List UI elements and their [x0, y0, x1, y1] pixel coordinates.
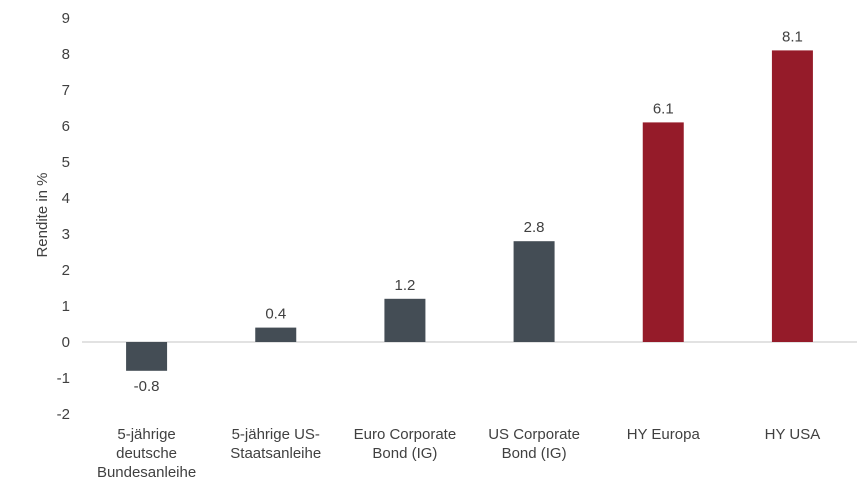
y-tick-label: 8	[62, 46, 70, 63]
data-label: 6.1	[653, 100, 674, 117]
bar	[771, 50, 813, 343]
bar	[255, 327, 297, 342]
category-label-line: Bundesanleihe	[97, 464, 196, 481]
data-label: 0.4	[265, 306, 286, 323]
y-tick-label: 9	[62, 10, 70, 27]
y-axis-label: Rendite in %	[34, 172, 51, 257]
category-label-line: Bond (IG)	[372, 445, 437, 462]
category-label-line: deutsche	[116, 445, 177, 462]
category-label-line: HY USA	[765, 426, 821, 443]
bar	[384, 298, 426, 342]
category-label-line: Bond (IG)	[502, 445, 567, 462]
category-label-line: 5-jährige	[117, 426, 175, 443]
data-label: 8.1	[782, 28, 803, 45]
data-label: 1.2	[394, 277, 415, 294]
bar	[126, 342, 168, 371]
bars	[126, 50, 813, 371]
category-label-line: 5-jährige US-	[232, 426, 320, 443]
category-label: Euro Corporate Bond (IG)	[354, 426, 457, 462]
y-tick-label: 5	[62, 154, 70, 171]
bar	[513, 241, 555, 342]
category-label-line: Staatsanleihe	[230, 445, 321, 462]
y-tick-label: 4	[62, 190, 70, 207]
bar	[642, 122, 684, 343]
y-tick-label: 7	[62, 82, 70, 99]
y-tick-label: 0	[62, 334, 70, 351]
data-labels: -0.8 0.4 1.2 2.8 6.1 8.1	[134, 28, 803, 394]
y-tick-label: 1	[62, 298, 70, 315]
category-label-line: Euro Corporate	[354, 426, 457, 443]
y-tick-label: -2	[57, 406, 70, 423]
data-label: -0.8	[134, 378, 160, 395]
category-label: 5-jährige deutsche Bundesanleihe	[97, 426, 196, 481]
category-labels: 5-jährige deutsche Bundesanleihe 5-jährige …	[97, 426, 820, 481]
category-label: HY USA	[765, 426, 821, 443]
y-tick-label: -1	[57, 370, 70, 387]
category-label-line: HY Europa	[627, 426, 701, 443]
y-tick-label: 2	[62, 262, 70, 279]
y-tick-label: 3	[62, 226, 70, 243]
category-label: US Corporate Bond (IG)	[488, 426, 580, 462]
y-tick-label: 6	[62, 118, 70, 135]
category-label: HY Europa	[627, 426, 701, 443]
category-label-line: US Corporate	[488, 426, 580, 443]
y-axis-ticks: 9 8 7 6 5 4 3 2 1 0 -1 -2	[57, 10, 70, 423]
data-label: 2.8	[524, 219, 545, 236]
category-label: 5-jährige US- Staatsanleihe	[230, 426, 321, 462]
